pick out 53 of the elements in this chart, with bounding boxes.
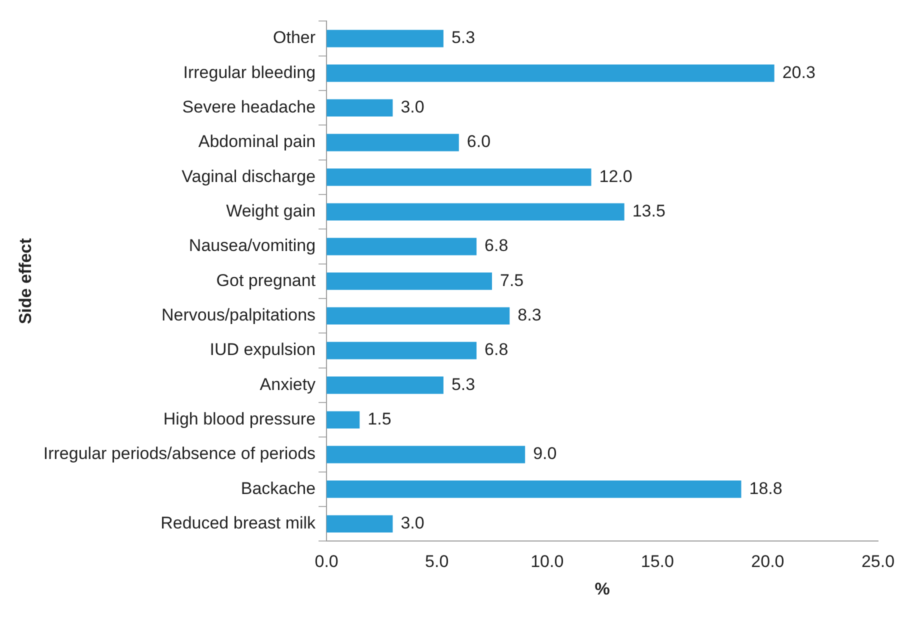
y-tick-label: Nausea/vomiting	[188, 236, 316, 256]
y-tick-label: IUD expulsion	[210, 340, 316, 360]
data-label: 8.3	[518, 306, 542, 325]
x-tick-label: 0.0	[314, 552, 338, 572]
y-axis-title: Side effect	[16, 238, 35, 324]
data-label: 3.0	[400, 514, 424, 533]
bar	[326, 342, 477, 360]
y-tick-label: Irregular periods/absence of periods	[43, 444, 316, 464]
x-tick-label: 15.0	[640, 552, 674, 572]
y-tick-label: Nervous/palpitations	[162, 306, 316, 325]
x-tick-label: 20.0	[751, 552, 784, 572]
y-tick-label: High blood pressure	[163, 410, 316, 429]
y-tick-label: Vaginal discharge	[182, 166, 316, 186]
x-tick-label: 10.0	[530, 552, 564, 572]
y-tick-label: Weight gain	[226, 202, 316, 221]
data-label: 3.0	[400, 98, 424, 117]
y-tick-label: Irregular bleeding	[183, 62, 316, 82]
data-label: 20.3	[782, 62, 816, 82]
bar	[326, 480, 742, 498]
bar	[326, 411, 360, 429]
bar	[326, 30, 444, 48]
bar	[326, 307, 510, 325]
data-label: 5.3	[451, 374, 476, 394]
x-axis-title: %	[594, 579, 610, 598]
y-tick-label: Abdominal pain	[198, 132, 316, 152]
data-label: 18.8	[749, 478, 782, 498]
data-label: 1.5	[368, 410, 392, 429]
data-label: 13.5	[632, 202, 666, 221]
data-label: 7.5	[500, 270, 524, 290]
bar	[326, 64, 774, 82]
data-label: 9.0	[533, 444, 557, 464]
data-label: 5.3	[451, 28, 476, 48]
bar	[326, 99, 393, 117]
bar	[326, 168, 592, 186]
y-tick-label: Backache	[240, 478, 316, 498]
y-tick-label: Anxiety	[260, 374, 316, 394]
y-tick-label: Got pregnant	[216, 270, 316, 290]
y-tick-label: Other	[273, 28, 316, 48]
bar	[326, 376, 444, 394]
bar	[326, 515, 393, 533]
y-tick-label: Reduced breast milk	[160, 514, 316, 533]
data-label: 6.0	[466, 132, 491, 152]
data-label: 6.8	[484, 340, 508, 360]
bar	[326, 134, 459, 152]
data-label: 12.0	[599, 166, 632, 186]
bar	[326, 272, 492, 290]
x-tick-label: 5.0	[425, 552, 449, 572]
bar	[326, 203, 624, 221]
bar	[326, 238, 477, 256]
y-tick-label: Severe headache	[182, 98, 316, 117]
bar	[326, 446, 526, 464]
x-tick-label: 25.0	[861, 552, 895, 572]
data-label: 6.8	[484, 236, 508, 256]
